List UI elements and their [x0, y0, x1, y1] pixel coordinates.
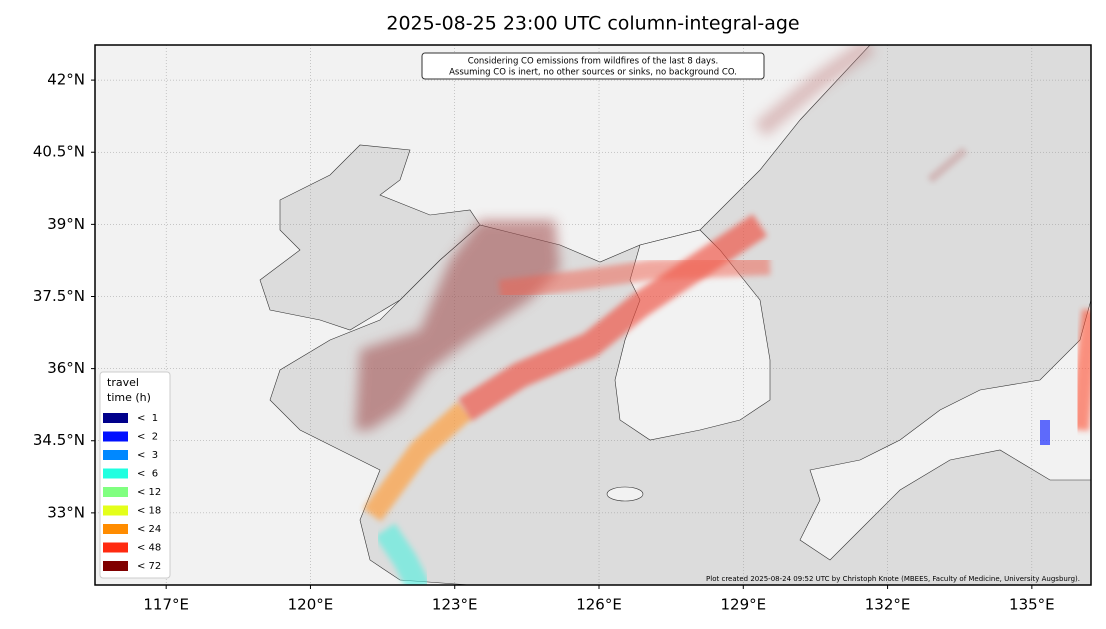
legend: < 1 < 2 < 3 < 6 < 12 < 18 < 24 < 48 < 72: [103, 413, 161, 572]
plume-aged: [355, 220, 560, 430]
plume-cyan: [375, 523, 431, 585]
title: 2025-08-25 23:00 UTC column-integral-age: [386, 13, 799, 35]
y-tick-label: 42°N: [47, 71, 85, 89]
y-tick-label: 33°N: [47, 503, 85, 521]
plume-japan-blue: [1040, 420, 1050, 445]
legend-label: < 12: [137, 487, 161, 498]
legend-label: < 1: [137, 413, 158, 424]
legend-swatch: [103, 561, 128, 571]
legend-swatch: [103, 450, 128, 460]
legend-label: < 48: [137, 543, 161, 554]
legend-swatch: [103, 505, 128, 516]
legend-label: < 24: [137, 524, 161, 535]
legend-swatch: [103, 487, 128, 497]
plume-ne: [754, 45, 876, 137]
map-frame: [94, 44, 1092, 586]
x-tick-label: 117°E: [143, 596, 189, 614]
plume-red-2: [498, 255, 771, 300]
bohai-sea: [259, 144, 481, 331]
legend-label: < 2: [137, 432, 158, 443]
x-tick-label: 126°E: [576, 596, 622, 614]
legend-title: travel: [107, 376, 139, 389]
y-tick-label: 37.5°N: [33, 287, 85, 305]
legend-swatch: [103, 431, 128, 442]
legend-swatch: [103, 468, 128, 479]
plume-fresh: [363, 401, 473, 522]
legend-label: < 18: [137, 506, 161, 517]
x-tick-label: 132°E: [865, 596, 911, 614]
y-tick-label: 34.5°N: [33, 431, 85, 449]
japan: [799, 299, 1091, 561]
note-box: [421, 52, 765, 80]
legend-label: < 3: [137, 450, 158, 461]
x-tick-label: 135°E: [1009, 596, 1055, 614]
plume-ne-2: [927, 146, 968, 184]
map-area: [95, 45, 1091, 585]
x-tick-label: 120°E: [288, 596, 334, 614]
y-tick-label: 36°N: [47, 359, 85, 377]
credit: Plot created 2025-08-24 09:52 UTC by Chr…: [706, 575, 1080, 583]
legend-label: < 72: [137, 561, 161, 572]
x-tick-label: 123°E: [432, 596, 478, 614]
y-tick-label: 39°N: [47, 215, 85, 233]
legend-swatch: [103, 524, 128, 534]
y-tick-label: 40.5°N: [33, 143, 85, 161]
legend-swatch: [103, 413, 128, 423]
legend-title: time (h): [107, 391, 151, 404]
x-tick-label: 129°E: [720, 596, 766, 614]
plume-japan: [1071, 309, 1091, 431]
legend-label: < 6: [137, 469, 158, 480]
note-line: Assuming CO is inert, no other sources o…: [449, 68, 737, 78]
legend-swatch: [103, 542, 128, 553]
jeju: [606, 486, 644, 502]
note-line: Considering CO emissions from wildfires …: [468, 57, 718, 67]
